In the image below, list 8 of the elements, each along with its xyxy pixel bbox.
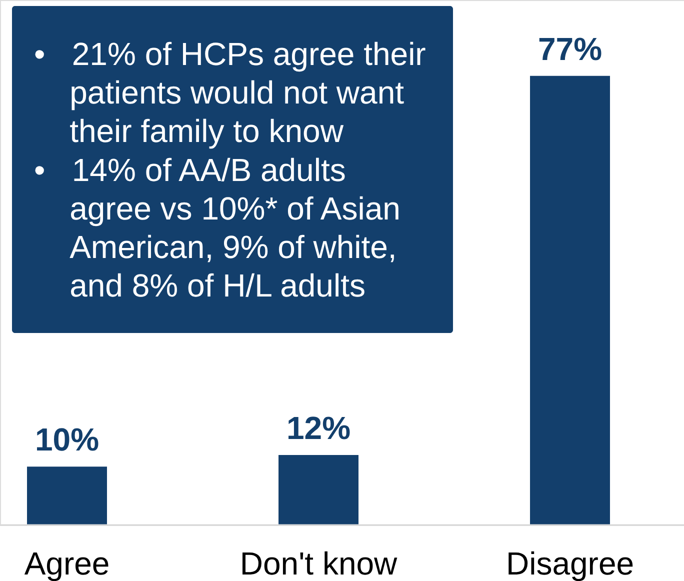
annotation: • 21% of HCPs agree their patients would not want their family to know bbox=[34, 36, 426, 150]
x-tick-label: Disagree bbox=[506, 546, 634, 581]
data-label: 12% bbox=[286, 410, 351, 446]
annotation: • 14% of AA/B adults agree vs 10%* of Asian American, 9% of white, and 8% of H/L adults bbox=[34, 152, 400, 304]
x-tick-label: Don't know bbox=[240, 546, 398, 581]
data-label: 10% bbox=[34, 422, 100, 458]
x-tick-label: Agree bbox=[24, 546, 110, 581]
data-label: 77% bbox=[538, 30, 602, 67]
